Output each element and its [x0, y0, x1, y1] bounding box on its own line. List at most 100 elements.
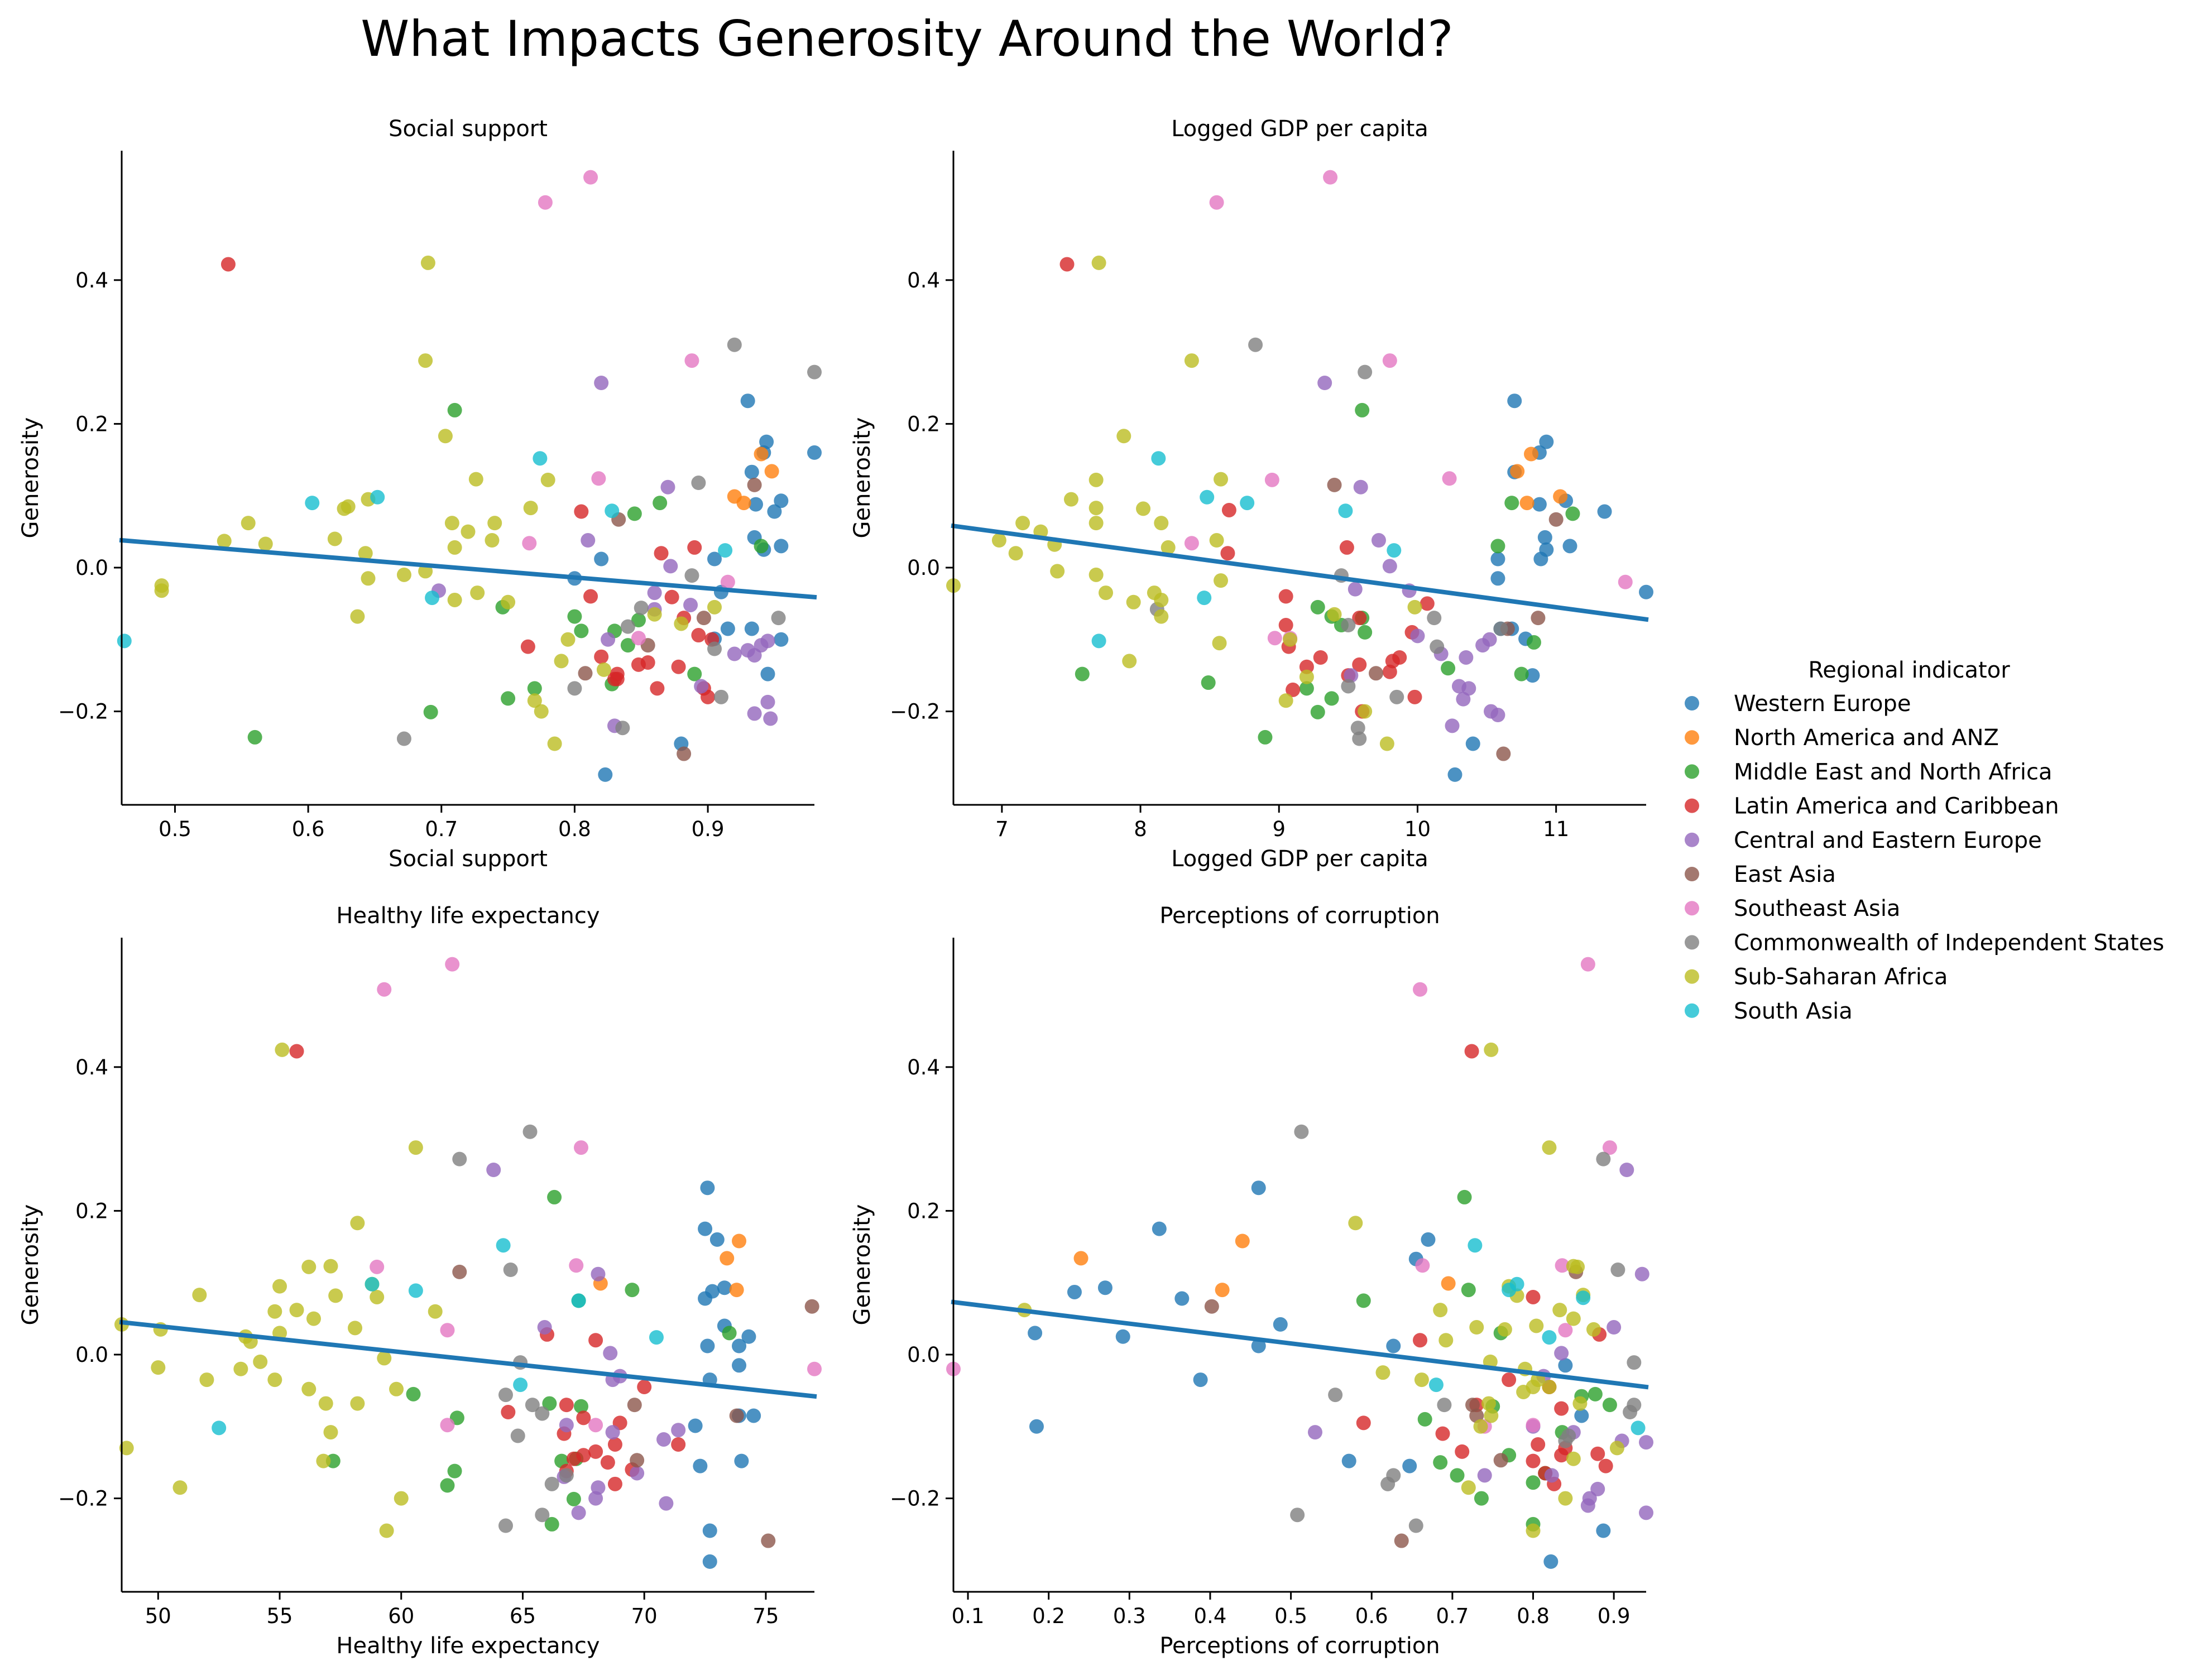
subplot-title: Logged GDP per capita — [1171, 116, 1428, 142]
data-point — [1598, 1458, 1613, 1473]
data-point — [605, 503, 620, 519]
data-point — [1380, 1476, 1396, 1491]
x-tick-label: 8 — [1134, 817, 1147, 841]
data-point — [487, 516, 502, 531]
data-point — [702, 1523, 717, 1538]
data-point — [1461, 1283, 1476, 1298]
data-point — [540, 472, 555, 487]
data-point — [1548, 512, 1564, 527]
data-point — [720, 621, 735, 636]
data-point — [1067, 1284, 1082, 1299]
x-tick-label: 0.5 — [1274, 1604, 1307, 1628]
data-point — [379, 1523, 394, 1538]
data-point — [567, 609, 582, 624]
data-point — [241, 516, 256, 531]
data-point — [707, 641, 722, 656]
x-tick-label: 70 — [631, 1604, 658, 1628]
data-point — [496, 1238, 511, 1253]
data-point — [1610, 1263, 1625, 1278]
data-point — [573, 1399, 588, 1414]
data-point — [596, 662, 611, 677]
data-point — [1497, 1322, 1512, 1337]
data-point — [705, 1284, 720, 1299]
data-point — [1504, 496, 1519, 511]
data-point — [720, 574, 735, 589]
data-point — [544, 1516, 559, 1532]
data-point — [571, 1505, 586, 1520]
data-point — [418, 353, 433, 368]
data-point — [559, 1468, 574, 1483]
data-point — [1115, 1329, 1130, 1344]
data-point — [468, 472, 483, 487]
data-point — [727, 646, 742, 661]
subplot-social-support: Social support 0.5 0.6 0.7 0.8 0.9 −0.2 0.0 0.2 0… — [18, 116, 822, 872]
data-point — [522, 1124, 538, 1139]
data-point — [289, 1044, 304, 1059]
data-point — [1152, 1221, 1167, 1236]
y-tick-label: −0.2 — [58, 1487, 108, 1511]
data-point — [1526, 1289, 1541, 1304]
data-point — [1356, 1415, 1371, 1431]
data-point — [258, 536, 273, 551]
data-point — [588, 1418, 603, 1433]
data-point — [547, 736, 562, 751]
data-point — [1558, 1491, 1573, 1506]
data-point — [1607, 1320, 1622, 1335]
data-point — [501, 691, 516, 706]
legend-label: Central and Eastern Europe — [1734, 828, 2042, 853]
data-point — [696, 611, 711, 626]
data-point — [1088, 472, 1104, 487]
legend-item: Western Europe — [1685, 691, 1911, 717]
data-point — [377, 1351, 392, 1366]
data-point — [154, 583, 169, 598]
data-point — [767, 504, 782, 519]
data-point — [389, 1381, 404, 1396]
data-point — [1457, 1189, 1472, 1204]
data-point — [1507, 393, 1522, 409]
data-point — [1526, 1475, 1541, 1490]
x-tick-label: 0.2 — [1032, 1604, 1065, 1628]
y-tick-label: 0.2 — [75, 1199, 108, 1223]
legend-item: Latin America and Caribbean — [1685, 794, 2059, 819]
data-point — [647, 585, 662, 601]
data-point — [746, 1408, 761, 1423]
data-point — [654, 546, 669, 561]
data-point — [677, 746, 692, 761]
legend-marker — [1685, 867, 1699, 881]
data-point — [1502, 1283, 1517, 1298]
legend-entries: Western Europe North America and ANZ Middl… — [1685, 691, 2164, 1024]
y-tick-label: −0.2 — [890, 700, 940, 724]
data-point — [1639, 584, 1653, 599]
y-axis-label: Generosity — [850, 417, 875, 539]
data-point — [1526, 1523, 1541, 1538]
data-point — [559, 1398, 574, 1413]
data-point — [698, 1221, 713, 1236]
data-point — [707, 599, 722, 615]
data-point — [1580, 1498, 1595, 1513]
data-point — [754, 539, 769, 554]
data-point — [991, 533, 1006, 548]
data-point — [498, 1518, 513, 1533]
data-point — [760, 694, 775, 709]
data-point — [151, 1360, 166, 1375]
data-point — [1174, 1291, 1190, 1306]
data-point — [1464, 1044, 1479, 1059]
data-point — [498, 1388, 513, 1403]
data-point — [1310, 704, 1325, 719]
data-point — [1341, 1453, 1356, 1468]
data-point — [1299, 681, 1314, 696]
data-point — [327, 531, 342, 546]
data-point — [1526, 1418, 1541, 1433]
legend-marker — [1685, 832, 1699, 847]
data-point — [1323, 170, 1338, 185]
scatter-points — [946, 170, 1653, 782]
data-point — [1597, 504, 1612, 519]
data-point — [377, 982, 392, 997]
x-tick-label: 7 — [995, 817, 1009, 841]
data-point — [1623, 1405, 1638, 1420]
data-point — [713, 689, 728, 704]
data-point — [1379, 736, 1394, 751]
data-point — [1450, 1468, 1465, 1483]
data-point — [438, 429, 453, 444]
data-point — [722, 1326, 737, 1341]
